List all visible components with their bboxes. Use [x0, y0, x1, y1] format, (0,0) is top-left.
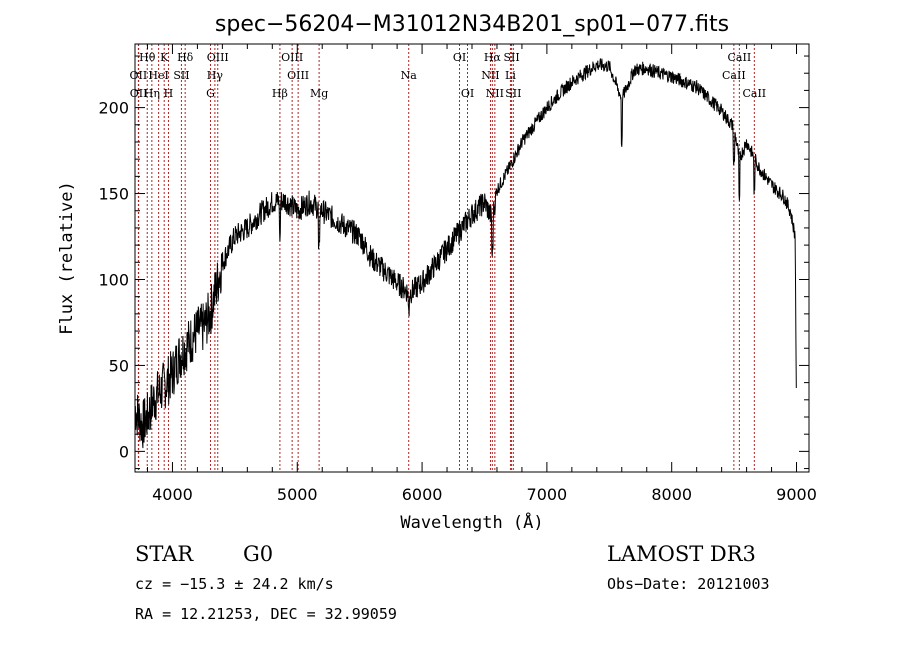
redshift-readout: cz = −15.3 ± 24.2 km/s [135, 575, 334, 593]
x-tick-label-1: 5000 [277, 485, 318, 504]
x-tick-label-2: 6000 [402, 485, 443, 504]
line-label-4: OIII [281, 51, 303, 64]
y-axis-ticks: 0 50 100 150 200 [98, 55, 809, 470]
y-tick-label-4: 200 [98, 99, 129, 118]
line-label-22: Hβ [272, 87, 288, 100]
line-label-13: OIII [287, 69, 309, 82]
line-label-1: K [160, 51, 169, 64]
line-label-2: Hδ [177, 51, 194, 64]
x-axis-ticks: 4000 5000 6000 7000 8000 9000 [146, 44, 817, 504]
line-label-18: OII [130, 87, 148, 100]
line-label-17: CaII [722, 69, 746, 82]
x-tick-label-0: 4000 [152, 485, 193, 504]
line-label-20: H [164, 87, 174, 100]
line-label-15: NII [481, 69, 499, 82]
line-label-27: CaII [742, 87, 766, 100]
line-label-5: OI [453, 51, 466, 64]
chart-title: spec−56204−M31012N34B201_sp01−077.fits [215, 12, 729, 37]
line-label-24: OI [461, 87, 474, 100]
object-subclass: G0 [243, 542, 273, 566]
observation-date: Obs−Date: 20121003 [607, 575, 770, 593]
y-tick-label-1: 50 [109, 356, 129, 375]
line-label-19: Hη [144, 87, 160, 100]
line-label-9: OII [130, 69, 148, 82]
y-tick-label-0: 0 [119, 442, 129, 461]
line-label-6: Hα [484, 51, 502, 64]
x-tick-label-5: 9000 [776, 485, 817, 504]
line-label-3: OIII [207, 51, 229, 64]
line-label-7: SII [503, 51, 519, 64]
line-label-21: G [206, 87, 215, 100]
line-label-11: SII [173, 69, 189, 82]
line-label-16: Li [505, 69, 516, 82]
line-label-10: HeI [148, 69, 168, 82]
spectrum-line [134, 58, 797, 449]
coordinates-readout: RA = 12.21253, DEC = 32.99059 [135, 605, 397, 623]
x-tick-label-4: 8000 [651, 485, 692, 504]
line-label-26: SII [505, 87, 521, 100]
object-class: STAR [135, 542, 194, 566]
x-tick-label-3: 7000 [527, 485, 568, 504]
survey-name: LAMOST DR3 [607, 542, 756, 566]
line-label-8: CaII [728, 51, 752, 64]
line-label-14: Na [401, 69, 418, 82]
line-label-0: Hθ [139, 51, 156, 64]
x-axis-label: Wavelength (Å) [400, 511, 543, 533]
y-tick-label-2: 100 [98, 270, 129, 289]
line-label-12: Hγ [207, 69, 224, 82]
line-label-23: Mg [310, 87, 328, 100]
y-axis-label: Flux (relative) [57, 181, 77, 335]
plot-frame [134, 43, 810, 473]
line-label-25: NII [486, 87, 504, 100]
y-tick-label-3: 150 [98, 185, 129, 204]
